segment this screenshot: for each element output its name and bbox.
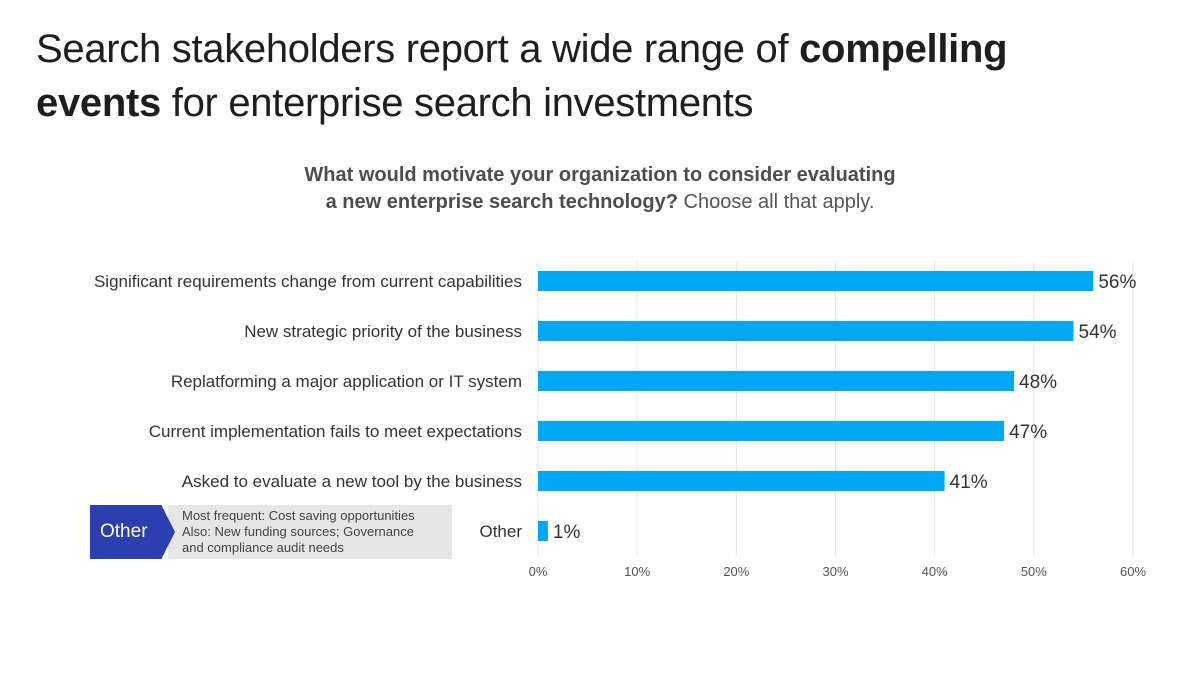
x-tick-label: 50% [1021, 564, 1047, 579]
bar [538, 271, 1094, 291]
bar [538, 321, 1074, 341]
x-tick-label: 10% [624, 564, 650, 579]
bar [538, 521, 548, 541]
callout-body: Most frequent: Cost saving opportunities… [168, 505, 452, 559]
data-label: 54% [1079, 322, 1117, 343]
question-normal: Choose all that apply. [677, 191, 875, 213]
data-label: 48% [1019, 372, 1057, 393]
data-label: 1% [553, 522, 581, 543]
title-text-1: Search stakeholders report a wide range … [36, 27, 800, 71]
other-callout: Most frequent: Cost saving opportunities… [90, 505, 452, 559]
bar [538, 471, 945, 491]
x-tick-label: 40% [922, 564, 948, 579]
x-tick-label: 0% [529, 564, 548, 579]
category-label: Replatforming a major application or IT … [171, 372, 522, 391]
survey-question: What would motivate your organization to… [200, 162, 1000, 216]
category-label: Current implementation fails to meet exp… [149, 422, 522, 441]
slide-title: Search stakeholders report a wide range … [36, 22, 1156, 130]
x-tick-label: 60% [1120, 564, 1146, 579]
category-label: Other [479, 522, 522, 541]
bar [538, 371, 1014, 391]
x-tick-label: 20% [723, 564, 749, 579]
question-bold-line1: What would motivate your organization to… [304, 164, 896, 186]
data-label: 41% [950, 472, 988, 493]
callout-tag: Other [90, 505, 175, 559]
x-tick-label: 30% [822, 564, 848, 579]
callout-line-2: Also: New funding sources; Governance [182, 524, 414, 539]
callout-line-1: Most frequent: Cost saving opportunities [182, 508, 415, 523]
callout-line-3: and compliance audit needs [182, 540, 344, 555]
bar [538, 421, 1005, 441]
title-bold-2: events [36, 81, 161, 125]
title-text-2: for enterprise search investments [160, 81, 754, 125]
category-label: New strategic priority of the business [244, 322, 522, 341]
category-label: Asked to evaluate a new tool by the busi… [182, 472, 522, 491]
data-label: 56% [1098, 272, 1136, 293]
category-label: Significant requirements change from cur… [94, 272, 522, 291]
title-bold-1: compelling [799, 27, 1008, 71]
data-label: 47% [1009, 422, 1047, 443]
question-bold-line2: a new enterprise search technology? [325, 191, 678, 213]
